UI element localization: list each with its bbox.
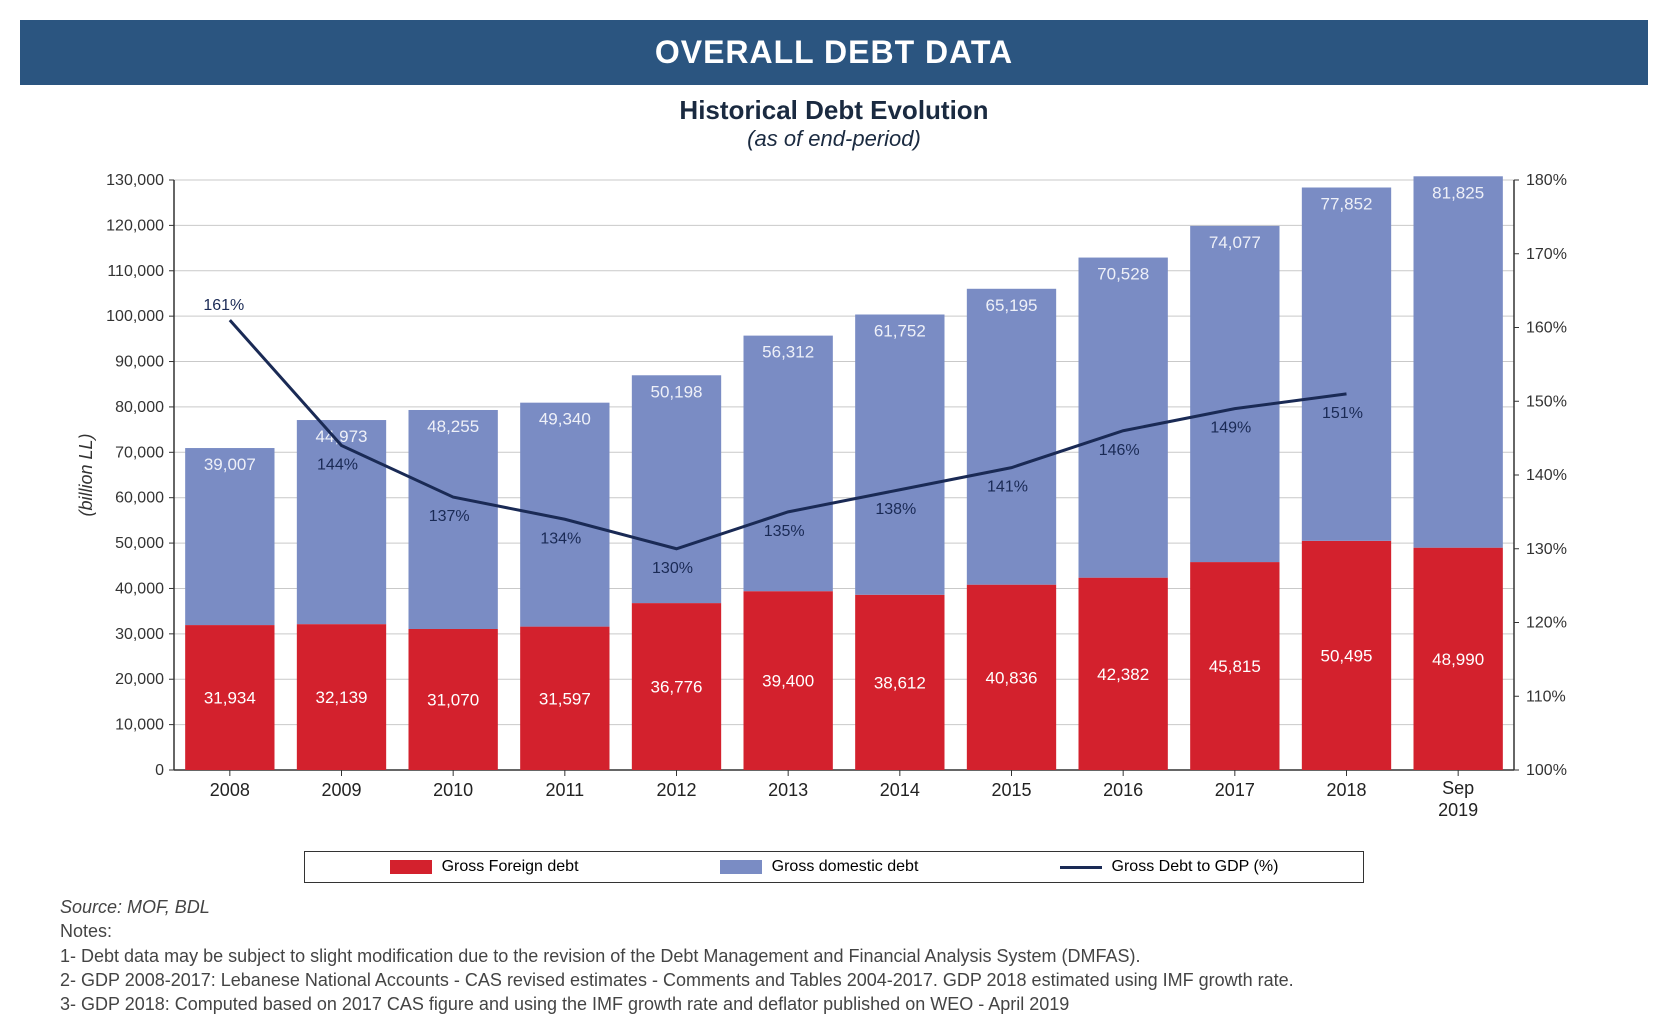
legend-label-foreign: Gross Foreign debt (442, 858, 579, 876)
notes-source: Source: MOF, BDL (60, 895, 1608, 919)
svg-text:110%: 110% (1526, 688, 1566, 705)
svg-text:77,852: 77,852 (1321, 195, 1373, 214)
svg-text:10,000: 10,000 (115, 717, 164, 734)
svg-text:2012: 2012 (656, 780, 696, 800)
svg-text:2014: 2014 (880, 780, 920, 800)
svg-text:80,000: 80,000 (115, 399, 164, 416)
notes-heading: Notes: (60, 919, 1608, 943)
svg-text:49,340: 49,340 (539, 410, 591, 429)
svg-text:2013: 2013 (768, 780, 808, 800)
svg-text:0: 0 (155, 762, 164, 779)
chart-area: 0 10,000 20,000 30,000 40,000 50,000 60,000 70,… (64, 160, 1604, 845)
notes-line-3: 3- GDP 2018: Computed based on 2017 CAS … (60, 992, 1608, 1016)
svg-text:141%: 141% (987, 479, 1028, 496)
svg-text:44,973: 44,973 (316, 427, 368, 446)
svg-text:161%: 161% (203, 297, 244, 314)
svg-text:45,815: 45,815 (1209, 657, 1261, 676)
svg-text:2016: 2016 (1103, 780, 1143, 800)
svg-text:130%: 130% (1526, 541, 1567, 558)
svg-text:70,000: 70,000 (115, 444, 164, 461)
legend-swatch-ratio (1060, 866, 1102, 869)
svg-text:36,776: 36,776 (651, 678, 703, 697)
svg-text:38,612: 38,612 (874, 673, 926, 692)
svg-text:42,382: 42,382 (1097, 665, 1149, 684)
svg-text:48,255: 48,255 (427, 417, 479, 436)
notes-block: Source: MOF, BDL Notes: 1- Debt data may… (20, 895, 1648, 1016)
notes-line-2: 2- GDP 2008-2017: Lebanese National Acco… (60, 968, 1608, 992)
svg-text:180%: 180% (1526, 172, 1567, 189)
svg-text:130,000: 130,000 (106, 172, 164, 189)
svg-text:151%: 151% (1322, 405, 1363, 422)
legend: Gross Foreign debt Gross domestic debt G… (304, 851, 1364, 883)
svg-text:Sep: Sep (1442, 778, 1474, 798)
legend-item-foreign: Gross Foreign debt (390, 858, 579, 876)
svg-text:90,000: 90,000 (115, 354, 164, 371)
svg-text:2008: 2008 (210, 780, 250, 800)
svg-text:137%: 137% (429, 508, 470, 525)
notes-line-1: 1- Debt data may be subject to slight mo… (60, 944, 1608, 968)
legend-item-ratio: Gross Debt to GDP (%) (1060, 858, 1279, 876)
svg-text:39,007: 39,007 (204, 455, 256, 474)
svg-text:74,077: 74,077 (1209, 233, 1261, 252)
svg-text:138%: 138% (875, 501, 916, 518)
svg-text:2017: 2017 (1215, 780, 1255, 800)
svg-text:100%: 100% (1526, 762, 1567, 779)
svg-text:61,752: 61,752 (874, 322, 926, 341)
legend-swatch-foreign (390, 860, 432, 874)
svg-text:20,000: 20,000 (115, 671, 164, 688)
svg-text:56,312: 56,312 (762, 343, 814, 362)
svg-text:149%: 149% (1210, 420, 1251, 437)
svg-text:2015: 2015 (991, 780, 1031, 800)
chart-title: Historical Debt Evolution (20, 95, 1648, 126)
svg-text:81,825: 81,825 (1432, 183, 1484, 202)
legend-swatch-domestic (720, 860, 762, 874)
svg-text:140%: 140% (1526, 467, 1567, 484)
svg-text:146%: 146% (1099, 442, 1140, 459)
banner-title: OVERALL DEBT DATA (20, 20, 1648, 85)
svg-text:65,195: 65,195 (986, 296, 1038, 315)
legend-label-domestic: Gross domestic debt (772, 858, 919, 876)
svg-text:50,495: 50,495 (1321, 646, 1373, 665)
svg-text:50,198: 50,198 (651, 382, 703, 401)
svg-text:144%: 144% (317, 457, 358, 474)
svg-text:135%: 135% (764, 523, 805, 540)
svg-text:134%: 134% (540, 530, 581, 547)
svg-text:60,000: 60,000 (115, 490, 164, 507)
chart-subtitle: (as of end-period) (20, 126, 1648, 152)
svg-text:100,000: 100,000 (106, 308, 164, 325)
svg-text:120,000: 120,000 (106, 217, 164, 234)
legend-label-ratio: Gross Debt to GDP (%) (1112, 858, 1279, 876)
svg-text:2011: 2011 (545, 780, 584, 800)
svg-text:48,990: 48,990 (1432, 650, 1484, 669)
svg-text:31,070: 31,070 (427, 690, 479, 709)
svg-text:130%: 130% (652, 560, 693, 577)
svg-text:30,000: 30,000 (115, 626, 164, 643)
svg-text:2018: 2018 (1326, 780, 1366, 800)
svg-text:160%: 160% (1526, 320, 1567, 337)
legend-item-domestic: Gross domestic debt (720, 858, 919, 876)
svg-text:2010: 2010 (433, 780, 473, 800)
svg-text:(billion LL): (billion LL) (76, 433, 96, 516)
svg-text:2009: 2009 (321, 780, 361, 800)
svg-text:120%: 120% (1526, 615, 1567, 632)
svg-text:150%: 150% (1526, 393, 1567, 410)
svg-text:31,934: 31,934 (204, 689, 256, 708)
svg-text:40,000: 40,000 (115, 580, 164, 597)
svg-text:170%: 170% (1526, 246, 1567, 263)
svg-text:40,836: 40,836 (986, 668, 1038, 687)
svg-text:39,400: 39,400 (762, 672, 814, 691)
svg-text:2019: 2019 (1438, 800, 1478, 820)
svg-text:31,597: 31,597 (539, 689, 591, 708)
svg-text:70,528: 70,528 (1097, 265, 1149, 284)
svg-text:50,000: 50,000 (115, 535, 164, 552)
svg-text:32,139: 32,139 (316, 688, 368, 707)
chart-svg: 0 10,000 20,000 30,000 40,000 50,000 60,000 70,… (64, 160, 1604, 840)
svg-text:110,000: 110,000 (107, 263, 164, 280)
